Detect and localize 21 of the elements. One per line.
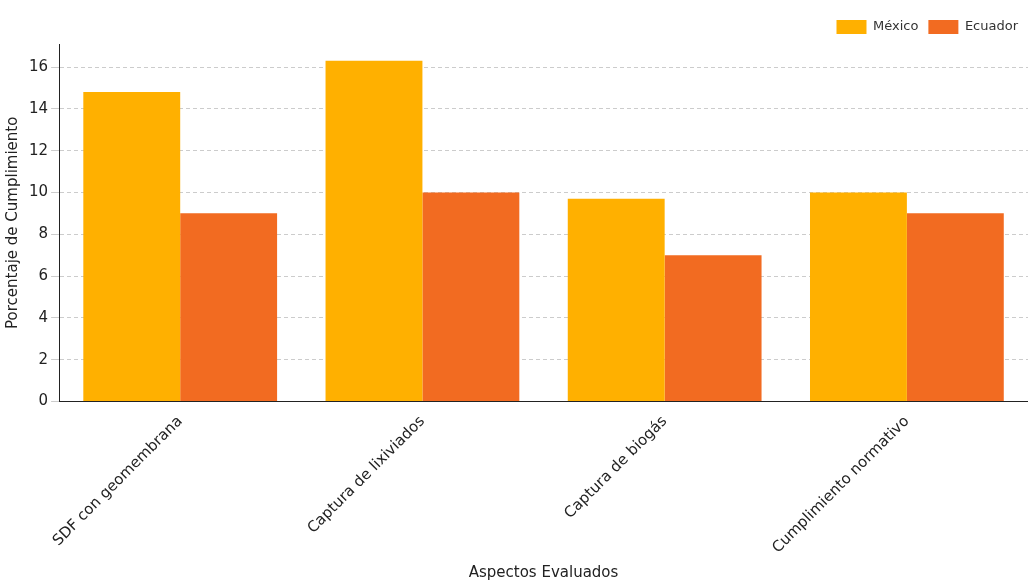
- y-tick-label: 0: [38, 391, 49, 410]
- legend-label: Ecuador: [964, 18, 1019, 34]
- y-axis-title: Porcentaje de Cumplimiento: [2, 116, 21, 329]
- legend-label: México: [872, 18, 919, 34]
- y-tick-label: 8: [38, 224, 49, 243]
- bar: [180, 213, 278, 402]
- y-tick-label: 10: [28, 182, 49, 201]
- bar: [325, 60, 423, 402]
- y-tick-label: 14: [28, 98, 49, 117]
- y-tick-label: 4: [38, 307, 49, 326]
- y-tick-label: 16: [28, 56, 49, 75]
- bar: [422, 192, 520, 402]
- y-tick-label: 12: [28, 140, 49, 159]
- bar: [567, 198, 665, 402]
- bar: [810, 192, 907, 402]
- y-tick-label: 6: [38, 265, 49, 284]
- bar: [906, 213, 1004, 402]
- bar: [83, 92, 181, 402]
- bar: [664, 255, 762, 402]
- x-axis-title: Aspectos Evaluados: [468, 562, 619, 581]
- y-tick-label: 2: [38, 349, 49, 368]
